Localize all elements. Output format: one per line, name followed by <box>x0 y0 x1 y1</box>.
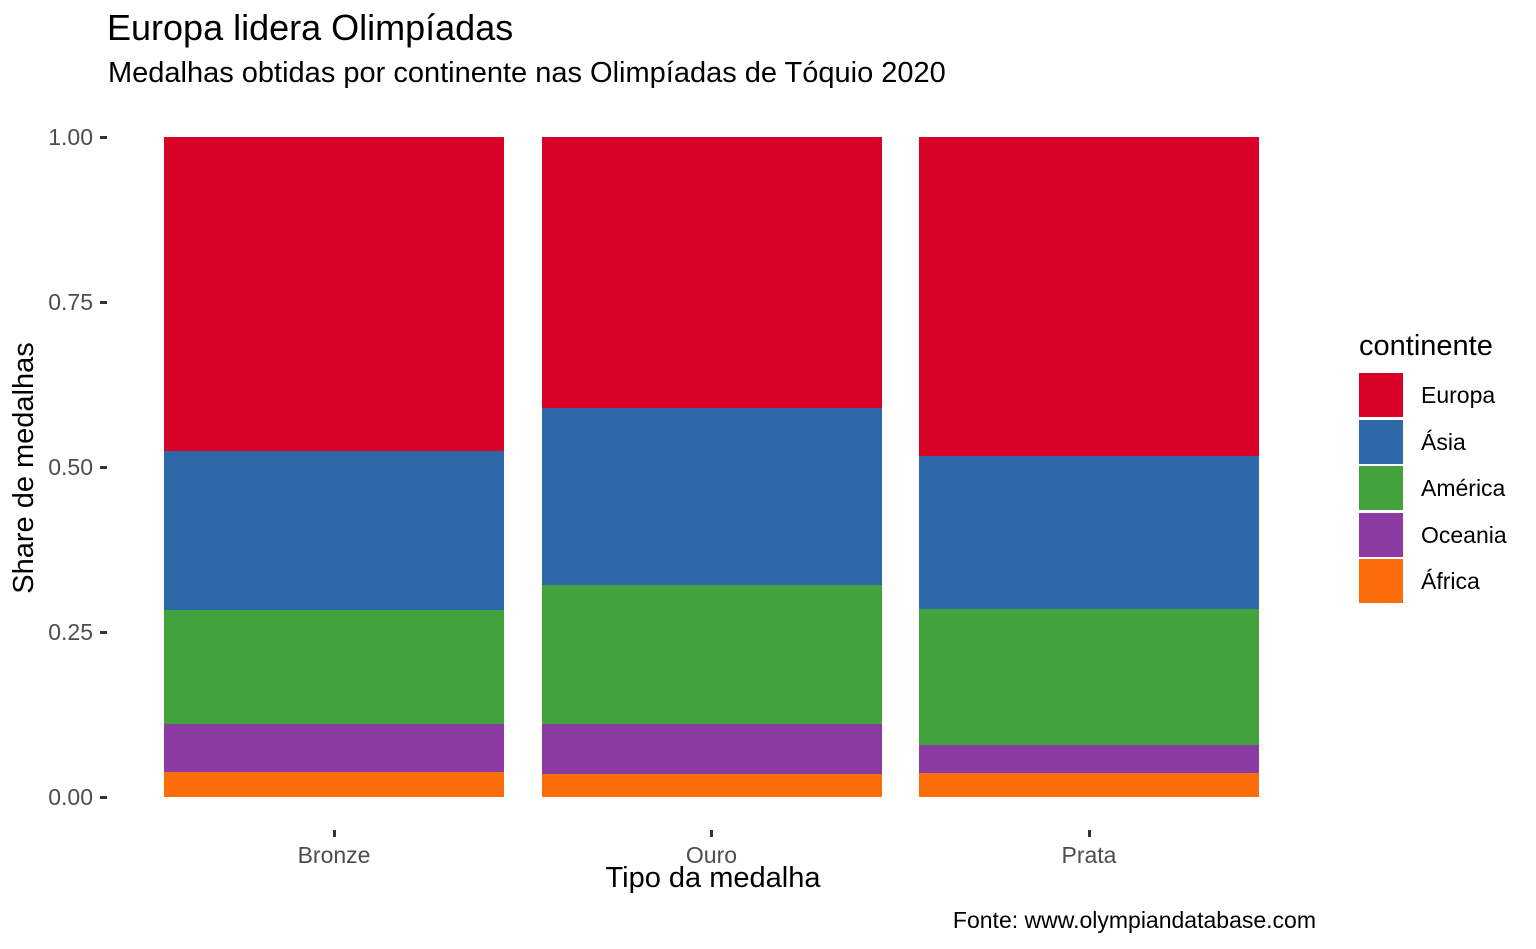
bar-segment-bronze-oceania <box>164 724 504 772</box>
y-tick-label: 0.50 <box>48 454 93 480</box>
y-tick-label: 0.75 <box>48 289 93 315</box>
x-tick-label-ouro: Ouro <box>685 842 738 868</box>
x-axis-title: Tipo da medalha <box>605 862 821 894</box>
bar-segment-prata-europa <box>919 137 1259 456</box>
y-tick-mark <box>100 135 107 139</box>
bar-segment-bronze-áfrica <box>164 771 504 797</box>
source-caption: Fonte: www.olympiandatabase.com <box>952 907 1316 933</box>
legend-label-europa: Europa <box>1421 382 1496 408</box>
legend-swatch-ásia <box>1359 419 1403 464</box>
y-tick-label: 1.00 <box>48 124 93 150</box>
legend-label-ásia: Ásia <box>1421 428 1466 455</box>
bar-segment-ouro-europa <box>541 137 882 409</box>
legend-swatch-oceania <box>1359 512 1403 557</box>
legend-title: continente <box>1359 330 1493 362</box>
y-tick-mark <box>100 465 107 469</box>
x-tick-mark <box>332 830 336 837</box>
legend-label-áfrica: África <box>1421 568 1480 595</box>
x-tick-label-prata: Prata <box>1061 842 1117 868</box>
y-tick-mark <box>100 795 107 799</box>
bar-segment-ouro-ásia <box>541 408 882 586</box>
plot-subtitle: Medalhas obtidas por continente nas Olim… <box>108 57 946 89</box>
y-tick-mark <box>100 630 107 634</box>
bar-segment-bronze-américa <box>164 610 504 725</box>
legend-label-oceania: Oceania <box>1421 521 1507 548</box>
bar-segment-bronze-europa <box>164 137 504 452</box>
bar-segment-prata-áfrica <box>919 773 1259 797</box>
x-tick-mark <box>710 830 713 837</box>
plot-title: Europa lidera Olimpíadas <box>107 7 514 48</box>
y-tick-label: 0.25 <box>48 619 93 645</box>
x-tick-label-bronze: Bronze <box>297 842 371 868</box>
bar-segment-prata-américa <box>919 608 1259 745</box>
bar-segment-ouro-américa <box>541 585 882 725</box>
x-tick-mark <box>1087 830 1091 837</box>
legend-label-américa: América <box>1421 475 1506 502</box>
bar-segment-bronze-ásia <box>164 451 504 611</box>
bar-segment-prata-oceania <box>919 744 1259 774</box>
legend-swatch-américa <box>1359 466 1403 511</box>
y-axis-title: Share de medalhas <box>8 342 40 594</box>
legend-swatch-áfrica <box>1359 559 1403 604</box>
plot-panel <box>107 104 1316 830</box>
legend-swatch-europa <box>1359 373 1403 417</box>
bar-segment-ouro-oceania <box>541 724 882 774</box>
y-tick-mark <box>100 300 107 304</box>
y-tick-label: 0.00 <box>48 784 93 810</box>
bar-segment-ouro-áfrica <box>541 773 882 797</box>
bar-segment-prata-ásia <box>919 455 1259 609</box>
